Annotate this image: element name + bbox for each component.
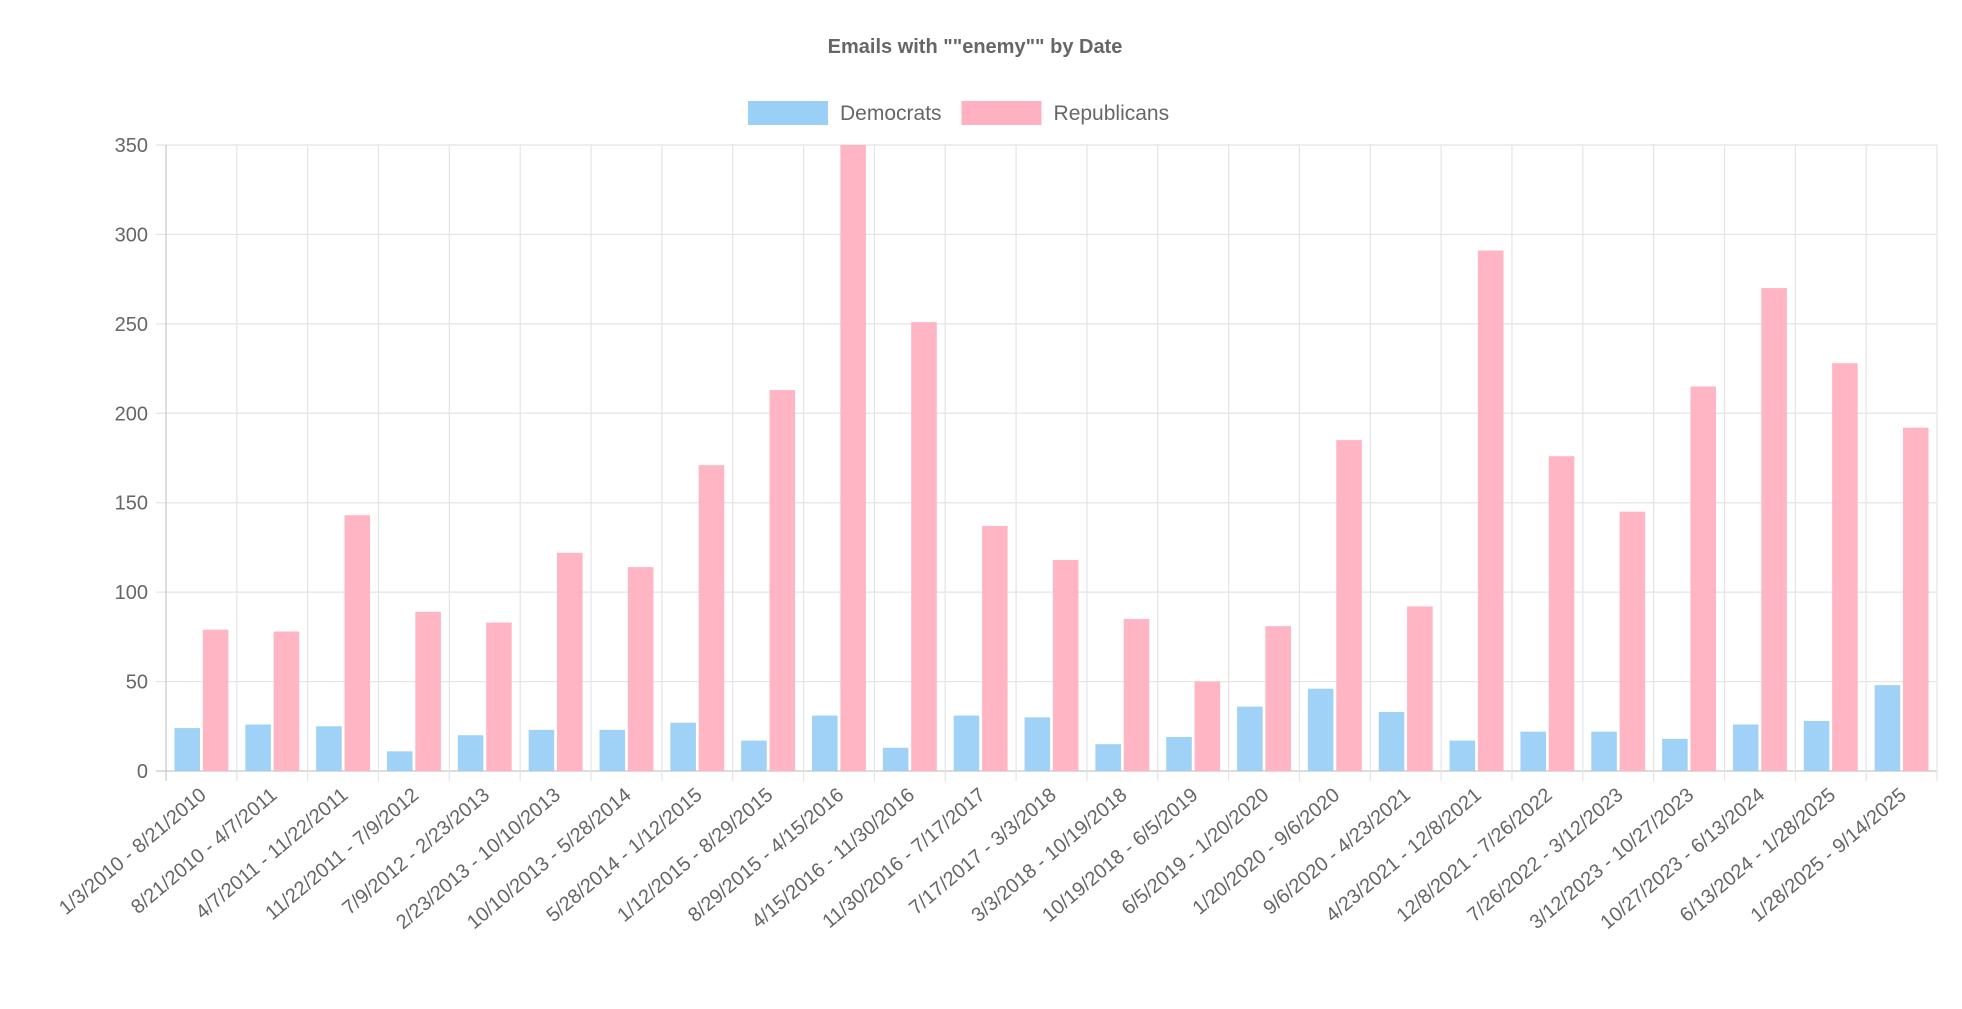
democrats-bar bbox=[1662, 738, 1688, 771]
y-tick-label: 100 bbox=[115, 582, 148, 604]
y-axis: 0 50 100 150 200 250 300 350 bbox=[115, 135, 148, 783]
legend-item-democrats[interactable]: Democrats bbox=[748, 101, 942, 125]
y-tick-label: 50 bbox=[126, 672, 148, 694]
republicans-bar bbox=[273, 631, 300, 771]
y-tick-label: 350 bbox=[115, 135, 148, 157]
republicans-bar bbox=[769, 390, 796, 771]
republicans-bar bbox=[911, 322, 937, 771]
republicans-bar bbox=[698, 465, 725, 771]
democrats-bar bbox=[1520, 731, 1546, 771]
republicans-bar bbox=[202, 629, 229, 771]
democrats-bar bbox=[457, 735, 484, 771]
legend-label: Democrats bbox=[840, 102, 942, 125]
republicans-bar bbox=[415, 611, 441, 771]
republicans-bar bbox=[344, 515, 371, 771]
democrats-bar bbox=[670, 722, 696, 771]
republicans-bar bbox=[1690, 386, 1717, 771]
republicans-bar bbox=[982, 525, 1008, 771]
democrats-bar bbox=[1237, 706, 1263, 771]
republicans-bar bbox=[1407, 606, 1433, 771]
democrats-bar bbox=[174, 728, 201, 771]
republicans-bar bbox=[1619, 511, 1646, 771]
democrats-bar bbox=[316, 726, 342, 771]
democrats-bar bbox=[599, 729, 626, 771]
republicans-bar bbox=[1194, 681, 1221, 771]
legend: Democrats Republicans bbox=[748, 101, 1169, 125]
democrats-bar bbox=[528, 729, 555, 771]
republicans-bar bbox=[1832, 363, 1858, 771]
legend-swatch bbox=[961, 101, 1042, 125]
democrats-bar bbox=[1591, 731, 1617, 771]
republicans-bar bbox=[627, 567, 654, 771]
republicans-bar bbox=[840, 145, 866, 771]
legend-label: Republicans bbox=[1054, 102, 1170, 125]
legend-swatch bbox=[748, 101, 828, 125]
y-tick-label: 150 bbox=[115, 493, 148, 515]
chart-title: Emails with ""enemy"" by Date bbox=[828, 36, 1123, 58]
republicans-bar bbox=[1902, 427, 1929, 771]
republicans-bar bbox=[1548, 456, 1575, 771]
republicans-bar bbox=[1052, 559, 1079, 771]
democrats-bar bbox=[1166, 737, 1192, 771]
republicans-bar bbox=[486, 622, 512, 771]
bars bbox=[174, 145, 1929, 772]
republicans-bar bbox=[1265, 626, 1291, 771]
democrats-bar bbox=[245, 724, 271, 771]
republicans-bar bbox=[1123, 618, 1150, 771]
democrats-bar bbox=[1803, 720, 1830, 771]
democrats-bar bbox=[1307, 688, 1334, 771]
democrats-bar bbox=[1732, 724, 1759, 771]
democrats-bar bbox=[1378, 711, 1405, 771]
y-tick-label: 300 bbox=[115, 224, 148, 246]
democrats-bar bbox=[386, 751, 413, 771]
republicans-bar bbox=[1336, 440, 1362, 771]
democrats-bar bbox=[1024, 717, 1051, 771]
gridlines bbox=[156, 144, 1938, 781]
democrats-bar bbox=[1449, 740, 1476, 771]
y-tick-label: 250 bbox=[115, 314, 148, 336]
y-tick-label: 200 bbox=[115, 403, 148, 425]
republicans-bar bbox=[1761, 288, 1787, 771]
republicans-bar bbox=[557, 552, 583, 771]
democrats-bar bbox=[953, 715, 980, 771]
democrats-bar bbox=[1874, 685, 1901, 771]
legend-item-republicans[interactable]: Republicans bbox=[961, 101, 1170, 125]
y-tick-label: 0 bbox=[137, 761, 148, 783]
democrats-bar bbox=[812, 715, 838, 771]
democrats-bar bbox=[741, 740, 767, 771]
democrats-bar bbox=[1095, 744, 1121, 771]
republicans-bar bbox=[1477, 250, 1504, 772]
democrats-bar bbox=[882, 747, 909, 771]
